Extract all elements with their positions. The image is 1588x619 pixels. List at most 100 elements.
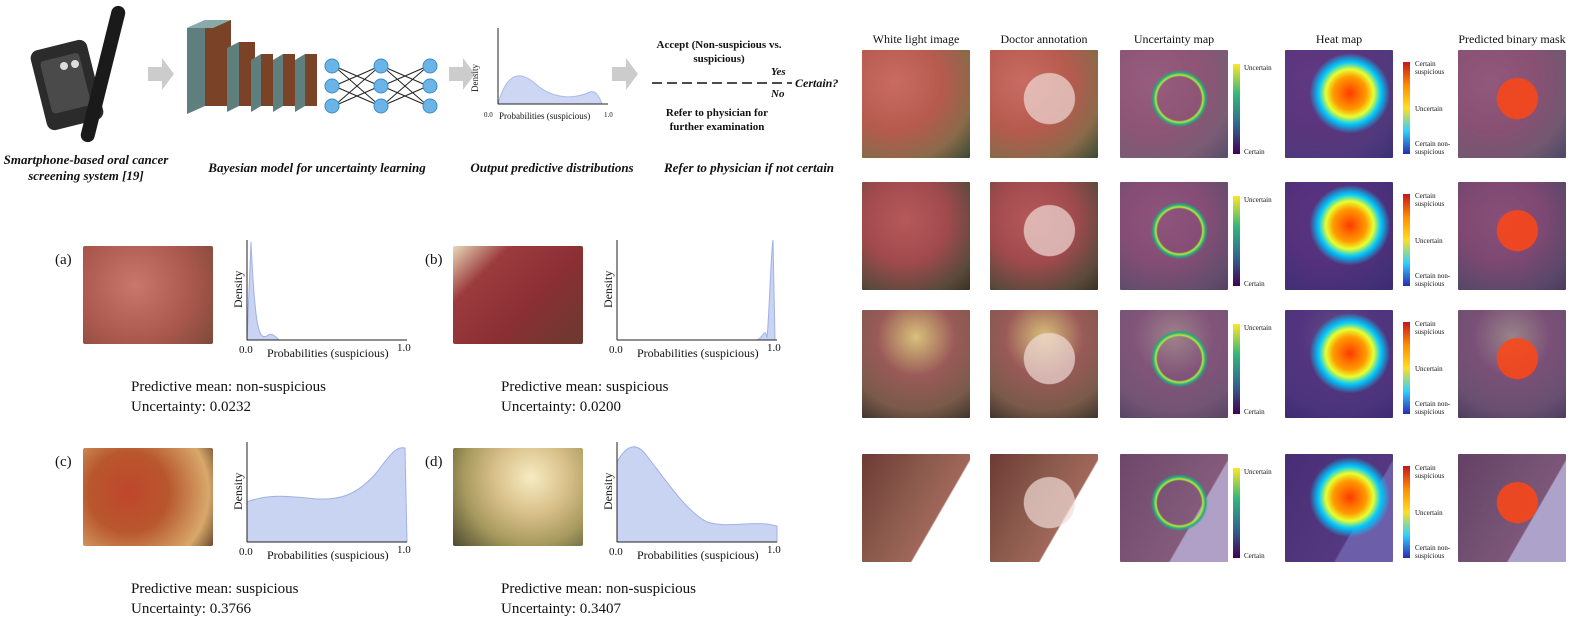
pipeline-tick-0: 0.0 (484, 111, 493, 119)
column-title-5: Predicted binary mask (1458, 32, 1566, 46)
uncertainty-map-2 (1120, 182, 1228, 290)
prob-label-1: Probabilities (suspicious) (267, 346, 389, 360)
yes-label: Yes (771, 66, 786, 78)
certain-suspicious-label-1: Certain suspicious (1415, 60, 1445, 76)
uncertainty-value-1: Uncertainty: 0.0232 (131, 399, 251, 415)
heat-map-1 (1285, 50, 1393, 158)
no-label: No (771, 88, 785, 100)
white-light-image-2 (862, 182, 970, 290)
tick0-label-1: 0.0 (239, 344, 253, 356)
pipeline-prob-label: Probabilities (suspicious) (499, 111, 591, 121)
prob-label-3: Probabilities (suspicious) (267, 548, 389, 562)
density-label-2: Density (601, 270, 615, 308)
uncertainty-value-3: Uncertainty: 0.3766 (131, 601, 251, 617)
arrow-right-icon (148, 58, 174, 90)
predicted-binary-mask-4 (1458, 454, 1566, 562)
density-plot-3 (246, 442, 408, 543)
certain-label-4: Certain (1244, 552, 1265, 560)
tick1-label-4: 1.0 (767, 544, 781, 556)
tick0-label-4: 0.0 (609, 546, 623, 558)
density-label-3: Density (231, 472, 245, 510)
caption-bayesian-model: Bayesian model for uncertainty learning (208, 160, 426, 175)
uncertain-label-2: Uncertain (1244, 196, 1272, 204)
predicted-binary-mask-3 (1458, 310, 1566, 418)
predictive-mean-4: Predictive mean: non-suspicious (501, 581, 696, 597)
heat-colorbar-2 (1403, 194, 1410, 286)
predictive-mean-1: Predictive mean: non-suspicious (131, 379, 326, 395)
smartphone-device-image (30, 5, 126, 143)
predicted-binary-mask-2 (1458, 182, 1566, 290)
cnn-layers-diagram (187, 20, 317, 114)
uncertainty-map-3 (1120, 310, 1228, 418)
panel-tag-4: (d) (425, 454, 443, 470)
panel-tag-1: (a) (55, 252, 72, 268)
prob-label-2: Probabilities (suspicious) (637, 346, 759, 360)
tick1-label-1: 1.0 (397, 342, 411, 354)
uncertainty-colorbar-4 (1233, 468, 1240, 558)
example-image-2 (453, 246, 583, 344)
certain-label-1: Certain (1244, 148, 1265, 156)
column-title-1: White light image (872, 32, 960, 46)
uncertainty-map-1 (1120, 50, 1228, 158)
white-light-image-4 (862, 454, 970, 562)
certain-suspicious-label-3: Certain suspicious (1415, 320, 1445, 336)
doctor-annotation-2 (990, 182, 1098, 290)
doctor-annotation-4 (990, 454, 1098, 562)
column-title-2: Doctor annotation (1000, 32, 1088, 46)
arrow-right-icon (449, 58, 475, 90)
white-light-image-3 (862, 310, 970, 418)
tick1-label-2: 1.0 (767, 342, 781, 354)
uncertainty-value-2: Uncertainty: 0.0200 (501, 399, 621, 415)
heat-uncertain-label-2: Uncertain (1415, 237, 1443, 245)
certain-label-2: Certain (1244, 280, 1265, 288)
density-label-1: Density (231, 270, 245, 308)
tick0-label-2: 0.0 (609, 344, 623, 356)
certain-question: Certain? (795, 76, 839, 90)
column-title-3: Uncertainty map (1133, 32, 1215, 46)
heat-colorbar-1 (1403, 62, 1410, 154)
heat-map-3 (1285, 310, 1393, 418)
column-title-4: Heat map (1315, 32, 1363, 46)
heat-uncertain-label-4: Uncertain (1415, 509, 1443, 517)
uncertainty-colorbar-3 (1233, 324, 1240, 414)
prob-label-4: Probabilities (suspicious) (637, 548, 759, 562)
certain-non-suspicious-label-3: Certain non-suspicious (1415, 400, 1451, 416)
certain-suspicious-label-4: Certain suspicious (1415, 464, 1445, 480)
pipeline-density-label: Density (470, 64, 480, 92)
arrow-right-icon (612, 58, 638, 90)
uncertain-label-1: Uncertain (1244, 64, 1272, 72)
example-image-3 (83, 448, 213, 546)
uncertainty-value-4: Uncertainty: 0.3407 (501, 601, 621, 617)
predictive-distribution-plot (497, 28, 608, 105)
uncertainty-map-4 (1120, 454, 1228, 562)
example-image-1 (83, 246, 213, 344)
decision-dashed-line (652, 82, 792, 84)
density-plot-2 (616, 239, 777, 341)
heat-map-2 (1285, 182, 1393, 290)
certain-non-suspicious-label-1: Certain non-suspicious (1415, 140, 1451, 156)
bayesian-network-diagram (324, 58, 438, 114)
refer-text: Refer to physician for further examinati… (665, 107, 769, 133)
doctor-annotation-3 (990, 310, 1098, 418)
panel-tag-3: (c) (55, 454, 72, 470)
predicted-binary-mask-1 (1458, 50, 1566, 158)
caption-refer-physician: Refer to physician if not certain (663, 160, 835, 175)
heat-map-4 (1285, 454, 1393, 562)
certain-suspicious-label-2: Certain suspicious (1415, 192, 1445, 208)
uncertainty-colorbar-1 (1233, 64, 1240, 154)
heat-colorbar-4 (1403, 466, 1410, 558)
uncertain-label-3: Uncertain (1244, 324, 1272, 332)
predictive-mean-2: Predictive mean: suspicious (501, 379, 669, 395)
heat-uncertain-label-1: Uncertain (1415, 105, 1443, 113)
pipeline-tick-1: 1.0 (604, 111, 613, 119)
heat-colorbar-3 (1403, 322, 1410, 414)
panel-tag-2: (b) (425, 252, 443, 268)
predictive-mean-3: Predictive mean: suspicious (131, 581, 299, 597)
certain-label-3: Certain (1244, 408, 1265, 416)
density-plot-4 (616, 442, 778, 543)
tick0-label-3: 0.0 (239, 546, 253, 558)
uncertain-label-4: Uncertain (1244, 468, 1272, 476)
certain-non-suspicious-label-4: Certain non-suspicious (1415, 544, 1451, 560)
density-label-4: Density (601, 472, 615, 510)
caption-output-distributions: Output predictive distributions (470, 160, 634, 175)
